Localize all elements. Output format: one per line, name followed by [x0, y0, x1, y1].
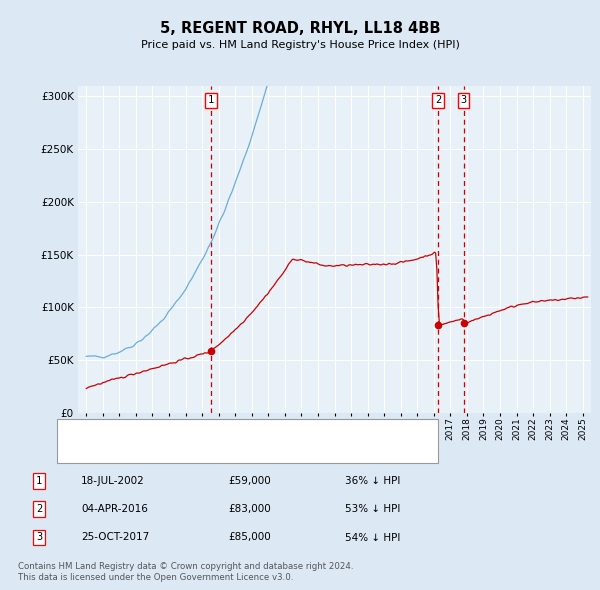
- Text: 5, REGENT ROAD, RHYL, LL18 4BB (detached house): 5, REGENT ROAD, RHYL, LL18 4BB (detached…: [97, 427, 370, 436]
- Text: HPI: Average price, detached house, Denbighshire: HPI: Average price, detached house, Denb…: [97, 447, 359, 457]
- Text: 04-APR-2016: 04-APR-2016: [81, 504, 148, 514]
- Text: £59,000: £59,000: [228, 476, 271, 486]
- Text: 5, REGENT ROAD, RHYL, LL18 4BB: 5, REGENT ROAD, RHYL, LL18 4BB: [160, 21, 440, 35]
- Text: 1: 1: [208, 96, 214, 106]
- Text: 25-OCT-2017: 25-OCT-2017: [81, 533, 149, 542]
- Text: 1: 1: [36, 476, 42, 486]
- Text: 3: 3: [36, 533, 42, 542]
- Text: 53% ↓ HPI: 53% ↓ HPI: [345, 504, 400, 514]
- Text: 36% ↓ HPI: 36% ↓ HPI: [345, 476, 400, 486]
- Text: 18-JUL-2002: 18-JUL-2002: [81, 476, 145, 486]
- Text: Price paid vs. HM Land Registry's House Price Index (HPI): Price paid vs. HM Land Registry's House …: [140, 40, 460, 50]
- Text: £85,000: £85,000: [228, 533, 271, 542]
- Text: 54% ↓ HPI: 54% ↓ HPI: [345, 533, 400, 542]
- Text: £83,000: £83,000: [228, 504, 271, 514]
- Text: 2: 2: [435, 96, 441, 106]
- Text: Contains HM Land Registry data © Crown copyright and database right 2024.
This d: Contains HM Land Registry data © Crown c…: [18, 562, 353, 582]
- Text: 3: 3: [461, 96, 467, 106]
- Text: 2: 2: [36, 504, 42, 514]
